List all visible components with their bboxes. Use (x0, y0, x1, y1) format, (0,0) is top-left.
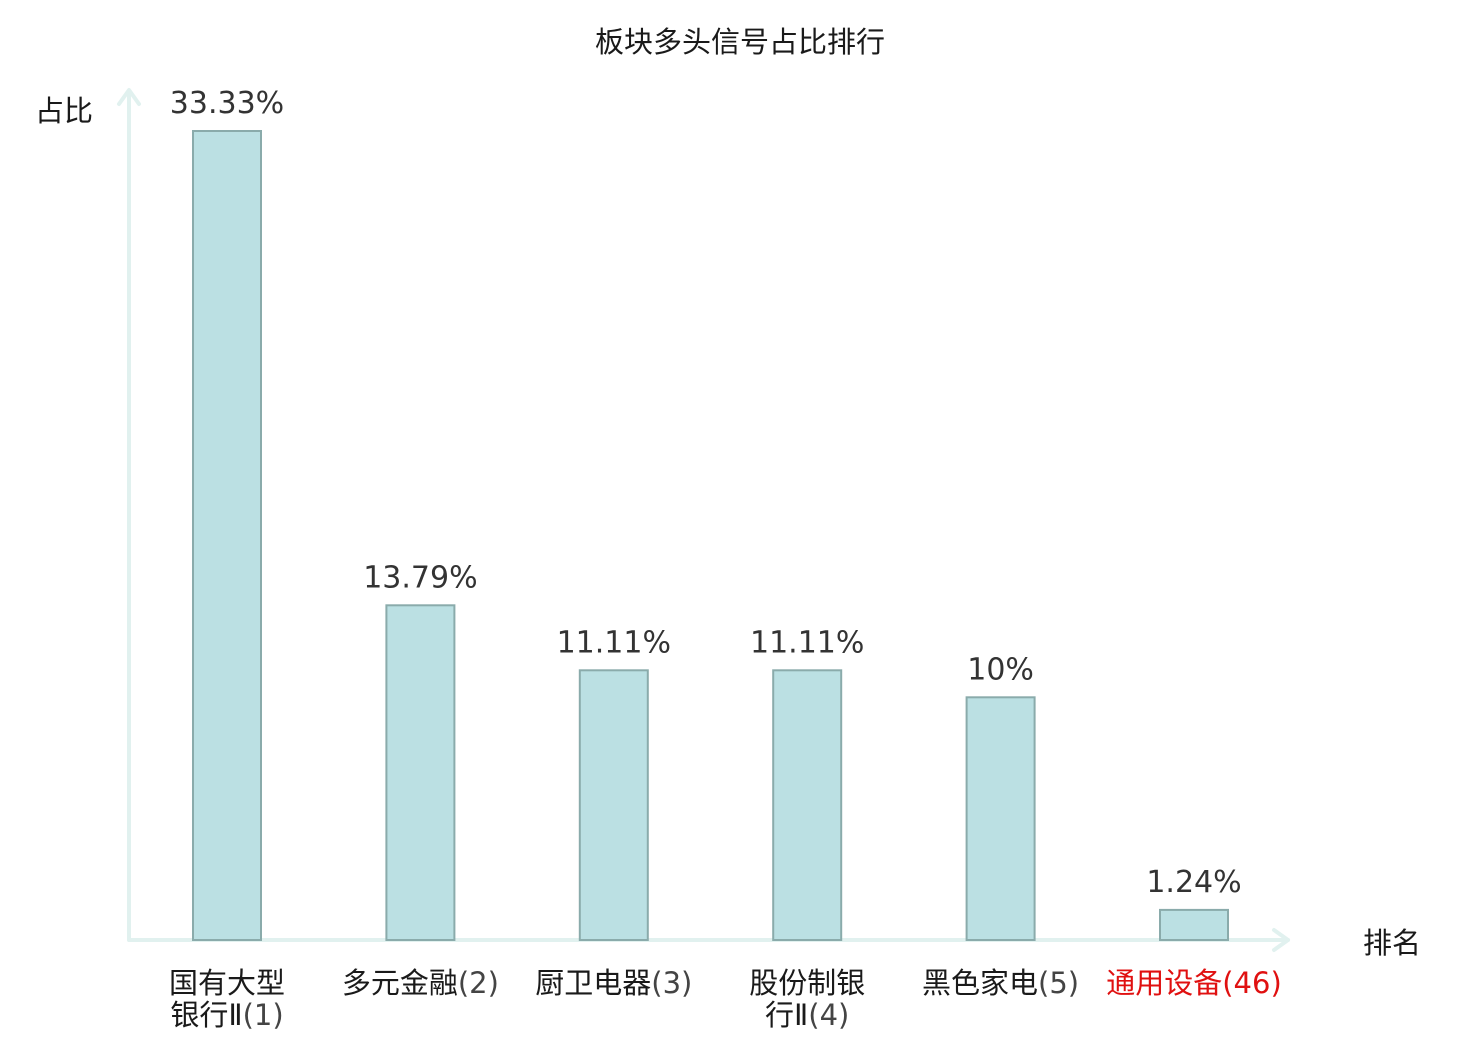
value-label: 33.33% (170, 86, 284, 121)
bar (192, 130, 262, 941)
category-label: 股份制银行Ⅱ(4) (749, 966, 865, 1032)
category-label-line: 国有大型 (169, 966, 285, 1000)
category-label-line: 厨卫电器(3) (535, 966, 692, 1000)
value-label: 11.11% (750, 625, 864, 660)
category-label-line: 行Ⅱ(4) (765, 998, 849, 1032)
value-label: 10% (967, 652, 1034, 687)
y-axis-arrow-icon (117, 88, 141, 106)
bar (385, 604, 456, 941)
category-rank: (1) (243, 998, 284, 1032)
chart-title: 板块多头信号占比排行 (595, 25, 885, 59)
category-rank: (5) (1038, 966, 1079, 1000)
category-rank: (3) (651, 966, 692, 1000)
category-label: 厨卫电器(3) (535, 966, 692, 1000)
category-labels: 国有大型银行Ⅱ(1) 多元金融(2) 厨卫电器(3) 股份制银行Ⅱ(4) 黑色家电(5)… (169, 966, 1282, 1032)
category-label: 国有大型银行Ⅱ(1) (169, 966, 285, 1032)
bar (1159, 908, 1229, 942)
category-label-line: 多元金融(2) (342, 966, 499, 1000)
category-label-line: 黑色家电(5) (922, 966, 1079, 1000)
category-label-line: 通用设备(46) (1106, 966, 1282, 1000)
bar (578, 669, 649, 941)
value-label: 13.79% (363, 560, 477, 595)
x-axis-title: 排名 (1363, 926, 1421, 960)
value-label: 11.11% (557, 625, 671, 660)
category-label-line: 银行Ⅱ(1) (170, 998, 283, 1032)
bar (965, 696, 1036, 941)
value-label: 1.24% (1146, 865, 1241, 900)
category-rank: (4) (808, 998, 849, 1032)
category-label: 多元金融(2) (342, 966, 499, 1000)
bars (192, 130, 1229, 942)
y-axis-title: 占比 (35, 94, 93, 128)
category-label: 通用设备(46) (1106, 966, 1282, 1000)
axes (117, 88, 1290, 952)
x-axis-arrow-icon (1272, 928, 1290, 952)
value-labels: 33.33% 13.79% 11.11% 11.11% 10% 1.24% (170, 86, 1242, 900)
category-label: 黑色家电(5) (922, 966, 1079, 1000)
category-rank: (2) (458, 966, 499, 1000)
category-label-line: 股份制银 (749, 966, 865, 1000)
bar (772, 669, 843, 941)
category-rank: (46) (1222, 966, 1282, 1000)
